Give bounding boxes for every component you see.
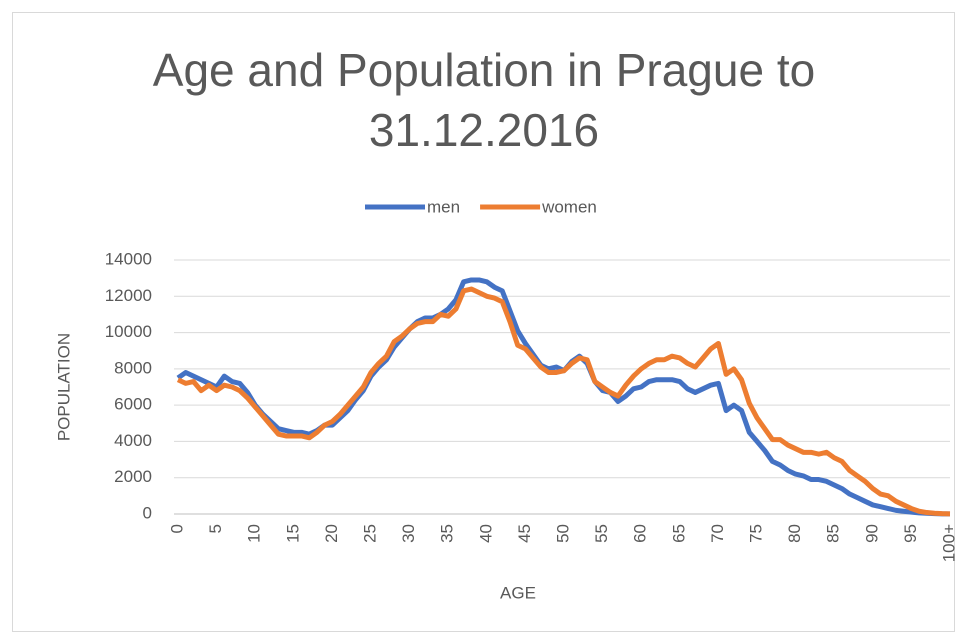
x-tick-label: 10 <box>245 524 264 543</box>
x-tick-label: 65 <box>669 524 688 543</box>
x-tick-label: 0 <box>167 524 186 533</box>
y-tick-label: 0 <box>143 503 152 522</box>
y-tick-label: 12000 <box>105 286 152 305</box>
x-tick-label: 15 <box>283 524 302 543</box>
legend-label: women <box>541 197 597 216</box>
x-tick-label: 20 <box>322 524 341 543</box>
x-tick-label: 85 <box>824 524 843 543</box>
x-tick-label: 100+ <box>939 524 958 562</box>
line-series <box>176 286 951 517</box>
y-tick-label: 14000 <box>105 249 152 268</box>
y-axis-label: POPULATION <box>54 333 73 441</box>
x-axis-label: AGE <box>500 583 536 602</box>
y-tick-label: 6000 <box>114 395 152 414</box>
x-tick-label: 35 <box>438 524 457 543</box>
x-tick-label: 50 <box>553 524 572 543</box>
x-tick-label: 70 <box>708 524 727 543</box>
line-series <box>176 277 950 517</box>
x-tick-label: 45 <box>515 524 534 543</box>
x-tick-label: 95 <box>901 524 920 543</box>
x-tick-label: 25 <box>360 524 379 543</box>
y-tick-label: 10000 <box>105 322 152 341</box>
x-tick-label: 55 <box>592 524 611 543</box>
chart-frame <box>12 12 955 632</box>
y-tick-label: 2000 <box>114 467 152 486</box>
x-tick-label: 40 <box>476 524 495 543</box>
x-tick-label: 5 <box>206 524 225 533</box>
x-tick-label: 75 <box>746 524 765 543</box>
y-tick-label: 8000 <box>114 358 152 377</box>
x-tick-label: 30 <box>399 524 418 543</box>
chart-title: Age and Population in Prague to 31.12.20… <box>152 44 816 156</box>
legend-label: men <box>427 197 460 216</box>
x-tick-label: 80 <box>785 524 804 543</box>
x-tick-label: 90 <box>862 524 881 543</box>
x-tick-label: 60 <box>631 524 650 543</box>
y-tick-label: 4000 <box>114 431 152 450</box>
